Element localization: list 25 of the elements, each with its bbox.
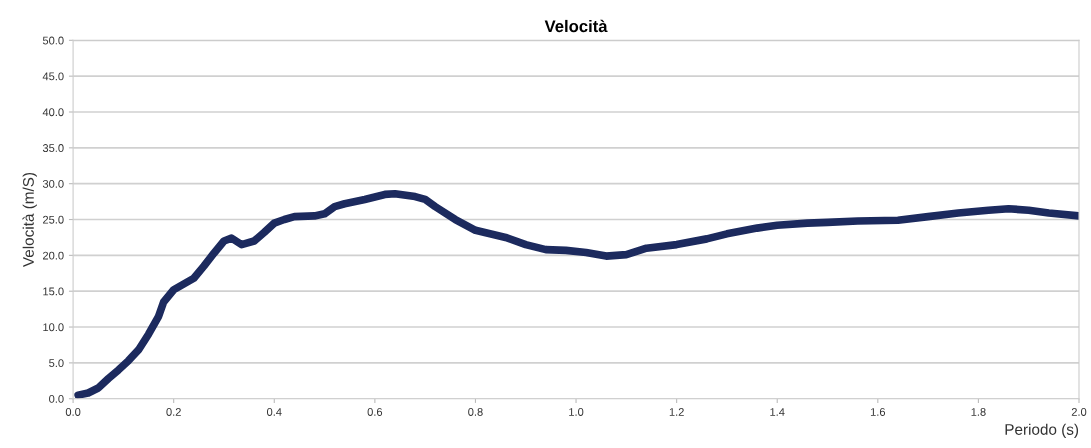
x-tick-label: 1.6 <box>870 408 886 416</box>
y-tick-label: 45.0 <box>42 72 64 81</box>
x-tick-label: 1.2 <box>669 408 684 416</box>
y-tick-label: 25.0 <box>43 215 64 224</box>
y-tick-label: 30.0 <box>42 179 64 188</box>
x-tick-label: 1.4 <box>770 408 785 416</box>
y-tick-label: 40.0 <box>42 108 64 117</box>
y-tick-label: 50.0 <box>42 36 64 45</box>
x-tick-label: 1.8 <box>971 408 986 416</box>
chart-title: Velocità <box>544 19 608 33</box>
x-tick-label: 0.2 <box>166 408 181 416</box>
x-tick-label: 1.0 <box>569 408 584 416</box>
y-axis-title: Velocità (m/S) <box>22 172 37 267</box>
y-tick-label: 35.0 <box>42 144 64 152</box>
y-tick-label: 5.0 <box>49 359 64 368</box>
x-tick-label: 0.0 <box>65 408 81 416</box>
x-axis-title: Periodo (s) <box>1005 423 1079 438</box>
x-tick-label: 2.0 <box>1071 408 1087 416</box>
y-tick-label: 0.0 <box>49 394 64 403</box>
y-tick-label: 15.0 <box>43 287 64 296</box>
y-tick-label: 10.0 <box>43 323 64 332</box>
x-tick-label: 0.4 <box>266 408 282 416</box>
x-tick-label: 0.8 <box>468 408 483 416</box>
x-tick-label: 0.6 <box>367 408 383 416</box>
y-tick-label: 20.0 <box>43 251 64 260</box>
